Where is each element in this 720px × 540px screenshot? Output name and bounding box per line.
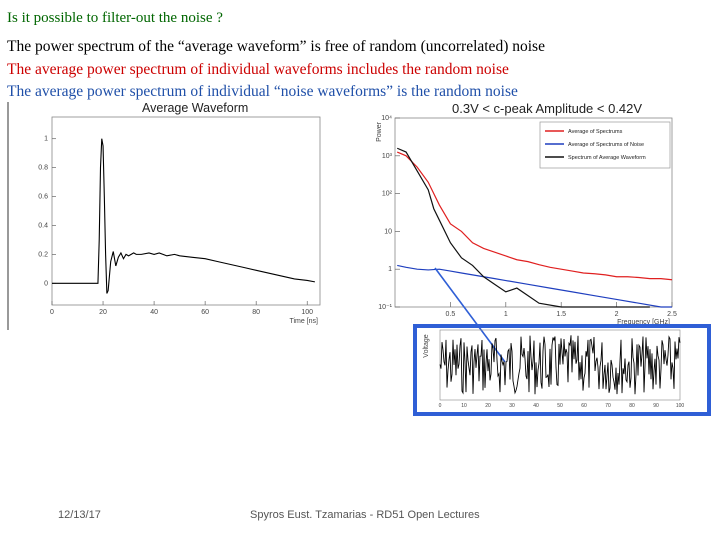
spectrum-ytick-label: 10 (384, 228, 392, 235)
avg-ytick-label: 0.2 (38, 251, 48, 258)
spectrum-ylabel: Power (376, 121, 383, 142)
spectrum-ytick-label: 10³ (382, 153, 393, 160)
spectrum-ytick-label: 1 (388, 266, 392, 273)
noise-waveform-line (439, 335, 681, 395)
spectrum-legend (539, 121, 671, 169)
spectrum-plot-frame (394, 117, 673, 308)
noise-ylabel: Voltage (423, 334, 430, 357)
noise-xtick-label: 30 (509, 403, 515, 409)
spectrum-xtick-label: 2 (615, 311, 619, 318)
noise-xtick-label: 80 (629, 403, 635, 409)
avg-ytick-label: 0.4 (38, 222, 48, 229)
avg-xtick-label: 80 (252, 309, 260, 316)
footer-date: 12/13/17 (58, 509, 101, 521)
avg-xlabel: Time [ns] (289, 318, 318, 325)
inset-pointer-arrow (434, 267, 506, 363)
spectrum-series-line-2 (396, 147, 650, 308)
noise-xtick-label: 0 (439, 403, 442, 409)
legend-entry-1: Average of Spectrums of Noise (568, 142, 644, 148)
avg-plot-frame (51, 116, 321, 306)
noise-xtick-label: 60 (581, 403, 587, 409)
avg-ytick-label: 0 (44, 280, 48, 287)
avg-xtick-label: 60 (201, 309, 209, 316)
legend-entry-2: Spectrum of Average Waveform (568, 155, 646, 161)
statement-average-waveform: The power spectrum of the “average wavef… (7, 38, 545, 55)
avg-xtick-label: 100 (301, 309, 313, 316)
avg-xtick-label: 40 (150, 309, 158, 316)
spectrum-ytick-label: 10⁻¹ (378, 304, 392, 311)
noise-xtick-label: 70 (605, 403, 611, 409)
noise-inset-frame (413, 324, 711, 416)
spectrum-ytick-label: 10² (382, 191, 393, 198)
average-waveform-title: Average Waveform (142, 101, 249, 115)
legend-entry-0: Average of Spectrums (568, 129, 623, 135)
spectrum-chart-title: 0.3V < c-peak Amplitude < 0.42V (452, 101, 643, 116)
avg-ytick-label: 0.8 (38, 165, 48, 172)
avg-waveform-line (52, 138, 315, 294)
noise-xtick-label: 50 (557, 403, 563, 409)
noise-xtick-label: 100 (676, 403, 685, 409)
spectrum-series-line-1 (397, 264, 672, 308)
statement-noise-spectrum: The average power spectrum of individual… (7, 83, 518, 100)
avg-xtick-label: 0 (50, 309, 54, 316)
avg-xtick-label: 20 (99, 309, 107, 316)
spectrum-xlabel: Frequency [GHz] (617, 319, 670, 326)
spectrum-series-line-0 (396, 151, 673, 281)
spectrum-xtick-label: 2.5 (667, 311, 677, 318)
spectrum-xtick-label: 1.5 (556, 311, 566, 318)
spectrum-ytick-label: 10⁴ (381, 115, 392, 122)
slide-question: Is it possible to filter-out the noise ? (7, 10, 223, 26)
spectrum-xtick-label: 0.5 (446, 311, 456, 318)
noise-xtick-label: 10 (461, 403, 467, 409)
avg-ytick-label: 0.6 (38, 194, 48, 201)
avg-ytick-label: 1 (44, 136, 48, 143)
spectrum-xtick-label: 1 (504, 311, 508, 318)
noise-xtick-label: 20 (485, 403, 491, 409)
noise-xtick-label: 40 (533, 403, 539, 409)
footer-credit: Spyros Eust. Tzamarias - RD51 Open Lectu… (250, 509, 480, 521)
statement-average-spectrum: The average power spectrum of individual… (7, 61, 509, 78)
noise-xtick-label: 90 (653, 403, 659, 409)
